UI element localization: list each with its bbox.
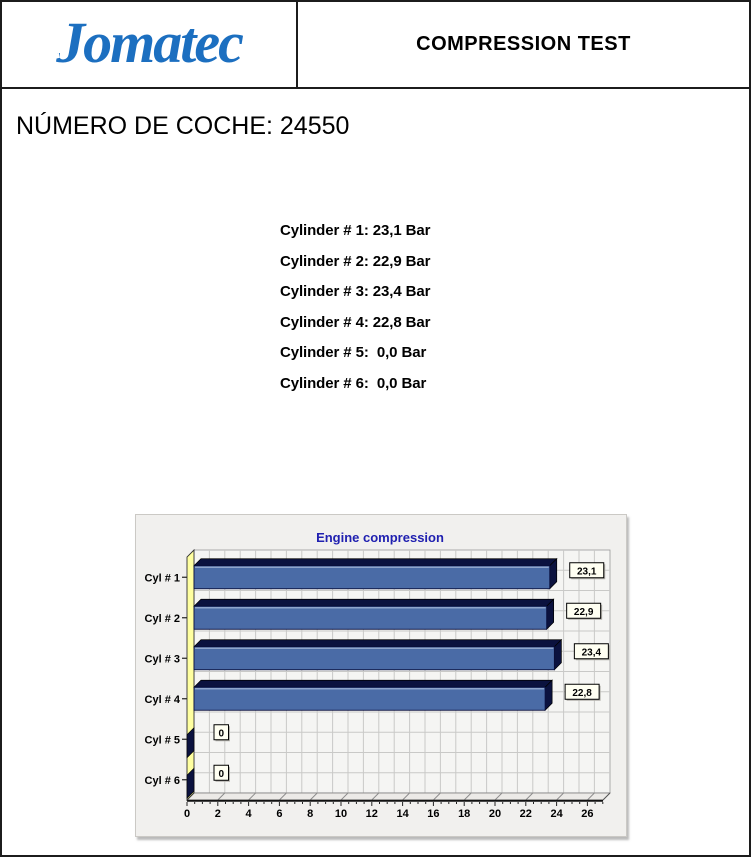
bar [193, 646, 555, 671]
value-box [573, 643, 609, 660]
floor-tick [309, 792, 318, 801]
bar [193, 605, 548, 630]
value-box [213, 724, 229, 741]
x-axis-label: 12 [366, 808, 378, 820]
value-box [566, 602, 602, 619]
report-header: Jomatec COMPRESSION TEST [2, 2, 749, 89]
bar-top-3d [193, 598, 555, 607]
x-axis-label: 0 [184, 808, 190, 820]
floor-tick [556, 792, 564, 801]
value-box [213, 764, 229, 781]
floor-tick [279, 792, 287, 801]
value-label: 0 [218, 769, 224, 780]
engine-compression-chart: Engine compression Cyl # 1 23,1 Cyl # 2 22,9… [145, 530, 611, 820]
value-label: 0 [218, 728, 224, 739]
value-box [564, 683, 600, 700]
y-axis-label: Cyl # 5 [145, 734, 180, 746]
axis-wall-3d [186, 548, 195, 802]
x-axis-label: 22 [520, 808, 532, 820]
value-label: 23,4 [582, 647, 602, 658]
cylinder-readings-list: Cylinder # 1: 23,1 Bar Cylinder # 2: 22,… [280, 216, 430, 400]
value-label: 22,8 [572, 688, 592, 699]
zero-bar-3d [186, 727, 195, 759]
reading-line: Cylinder # 4: 22,8 Bar [280, 313, 431, 331]
reading-line: Cylinder # 5: 0,0 Bar [280, 344, 427, 362]
floor-3d [186, 792, 611, 801]
reading-line: Cylinder # 2: 22,9 Bar [280, 252, 431, 270]
x-axis-label: 18 [458, 808, 470, 820]
bar-top-3d [193, 679, 553, 688]
x-axis-label: 14 [396, 808, 409, 820]
floor-tick [494, 792, 503, 801]
logo-cell: Jomatec [2, 2, 298, 87]
floor-tick [340, 792, 349, 801]
bar-top-3d [193, 558, 558, 567]
value-box [569, 562, 605, 579]
value-label: 23,1 [577, 566, 597, 577]
bar [193, 686, 546, 711]
y-axis-label: Cyl # 3 [145, 653, 180, 665]
floor-tick [587, 792, 595, 801]
compression-chart-panel: Engine compression Cyl # 1 23,1 Cyl # 2 22,9… [135, 514, 627, 837]
x-axis-label: 4 [246, 808, 253, 820]
x-axis-label: 2 [215, 808, 221, 820]
x-axis-label: 20 [489, 808, 501, 820]
floor-tick [402, 792, 410, 801]
reading-line: Cylinder # 3: 23,4 Bar [280, 283, 431, 301]
floor-tick [433, 792, 441, 801]
floor-tick [525, 792, 534, 801]
floor-right-edge [602, 792, 611, 801]
x-axis-label: 10 [335, 808, 347, 820]
jomatec-logo: Jomatec [56, 10, 244, 75]
y-axis-label: Cyl # 6 [145, 775, 180, 787]
y-axis-label: Cyl # 2 [145, 613, 180, 625]
report-title: COMPRESSION TEST [416, 33, 631, 55]
y-axis-label: Cyl # 4 [145, 694, 181, 706]
bar-top-3d [193, 639, 563, 648]
car-number-heading: NÚMERO DE COCHE: 24550 [16, 112, 350, 140]
x-axis-label: 6 [276, 808, 282, 820]
zero-bar-3d [186, 767, 195, 799]
floor-tick [371, 792, 380, 801]
floor-tick [217, 792, 226, 801]
reading-line: Cylinder # 6: 0,0 Bar [280, 374, 427, 392]
x-axis-label: 8 [307, 808, 313, 820]
x-axis-label: 16 [427, 808, 439, 820]
x-axis-label: 26 [581, 808, 593, 820]
x-axis-label: 24 [550, 808, 563, 820]
chart-title: Engine compression [316, 530, 444, 545]
y-axis-label: Cyl # 1 [145, 572, 180, 584]
reading-line: Cylinder # 1: 23,1 Bar [280, 222, 431, 239]
floor-tick [463, 792, 472, 801]
bar [193, 565, 551, 590]
value-label: 22,9 [574, 607, 594, 618]
floor-tick [248, 792, 256, 801]
